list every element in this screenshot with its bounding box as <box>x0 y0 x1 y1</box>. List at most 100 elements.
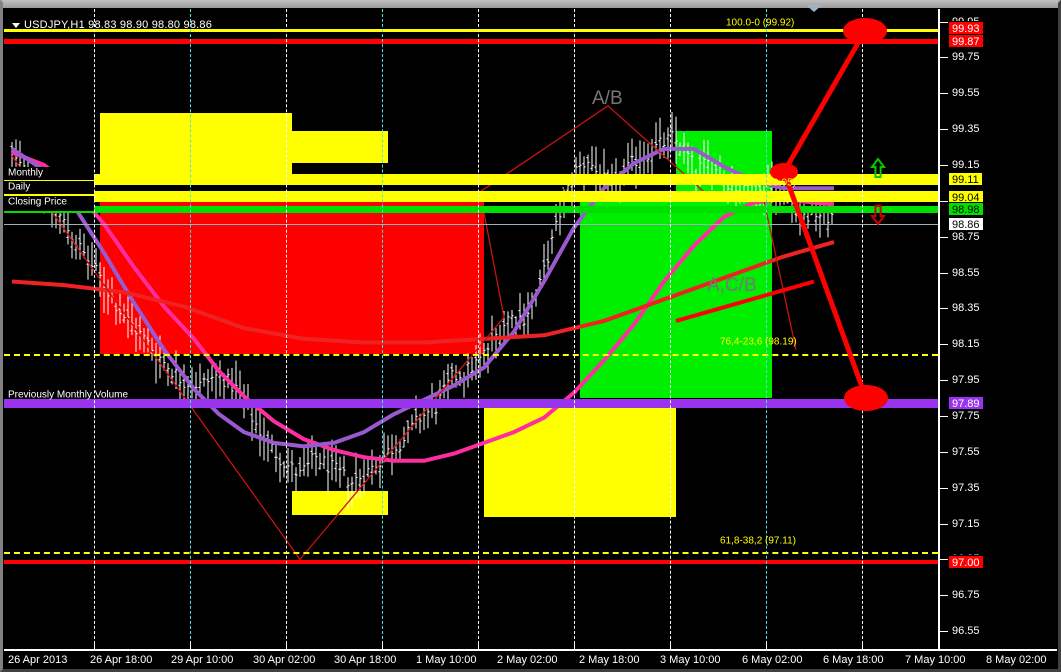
resistance-99.92[interactable] <box>4 28 938 32</box>
price-axis[interactable]: 99.9599.7599.5599.3599.1598.9598.7598.55… <box>938 9 1057 649</box>
price-tick-label: 98.15 <box>952 338 980 350</box>
level-label-plate <box>4 196 94 211</box>
day-separator <box>190 9 191 649</box>
price-tick <box>940 344 948 345</box>
level-99.05[interactable] <box>4 190 938 202</box>
time-tick <box>478 641 479 649</box>
price-tick-label: 99.55 <box>952 87 980 99</box>
price-badge: 98.98 <box>948 202 984 216</box>
buy-arrow[interactable] <box>870 157 886 178</box>
price-tick-label: 99.15 <box>952 159 980 171</box>
chart-plot-area[interactable]: Monthly Daily Closing Price Previously Mont… <box>4 9 938 649</box>
day-separator <box>382 9 383 649</box>
ac-b-trendline[interactable] <box>675 279 815 323</box>
time-tick-label: 2 May 02:00 <box>497 654 558 666</box>
time-tick-label: 3 May 10:00 <box>660 654 721 666</box>
time-tick <box>94 641 95 649</box>
bid-98.86[interactable] <box>4 223 938 225</box>
pattern-annotation: A/B <box>592 88 623 109</box>
monthly-volume-97.89[interactable] <box>4 398 938 408</box>
day-separator <box>862 9 863 649</box>
price-tick <box>940 631 948 632</box>
price-tick <box>940 380 948 381</box>
price-tick-label: 97.75 <box>952 410 980 422</box>
candlesticks <box>10 111 834 511</box>
price-tick <box>940 416 948 417</box>
price-tick <box>940 93 948 94</box>
price-tick <box>940 57 948 58</box>
price-badge: 98.86 <box>948 217 984 231</box>
chevron-down-icon[interactable] <box>12 22 20 28</box>
resistance-99.87[interactable] <box>4 38 938 44</box>
annotations-layer: Monthly Daily Closing Price Previously Mont… <box>4 9 938 649</box>
price-tick <box>940 559 948 560</box>
price-badge: 97.89 <box>948 396 984 410</box>
price-tick <box>940 524 948 525</box>
pattern-annotation: A,C/B <box>707 275 757 296</box>
projection-node-marker[interactable] <box>844 385 888 411</box>
time-tick <box>670 641 671 649</box>
day-separator <box>766 9 767 649</box>
day-separator <box>670 9 671 649</box>
time-tick-label: 30 Apr 02:00 <box>253 654 316 666</box>
time-tick <box>766 641 767 649</box>
time-tick-label: 7 May 10:00 <box>905 654 966 666</box>
vertical-gridlines-layer <box>4 9 938 649</box>
fib-98.19[interactable] <box>4 354 938 356</box>
time-axis[interactable]: 26 Apr 2013 26 Apr 18:00 29 Apr 10:00 30 Ap… <box>4 649 1057 670</box>
fib-97.11[interactable] <box>4 552 938 554</box>
price-tick-label: 97.95 <box>952 374 980 386</box>
time-tick <box>286 641 287 649</box>
day-separator <box>286 9 287 649</box>
price-tick-label: 97.55 <box>952 446 980 458</box>
resistance-99.11[interactable] <box>4 173 938 185</box>
indicator-label: Daily <box>8 181 31 193</box>
time-tick-label: 26 Apr 2013 <box>8 654 68 666</box>
sell-arrow[interactable] <box>870 205 886 226</box>
time-tick <box>862 641 863 649</box>
indicator-label: Monthly <box>8 167 44 179</box>
price-tick-label: 97.35 <box>952 482 980 494</box>
price-badge: 97.00 <box>948 555 984 569</box>
price-tick-label: 99.35 <box>952 123 980 135</box>
price-tick-label: 99.75 <box>952 51 980 63</box>
price-tick <box>940 308 948 309</box>
indicator-label: Previously Monthly Volume <box>8 389 129 401</box>
price-tick <box>940 595 948 596</box>
time-tick-label: 6 May 02:00 <box>742 654 803 666</box>
price-tick-label: 98.75 <box>952 231 980 243</box>
projection-node-marker[interactable] <box>770 163 798 181</box>
price-badge: 99.11 <box>948 172 983 186</box>
price-tick-label: 98.35 <box>952 302 980 314</box>
ma-red <box>11 240 835 345</box>
support-97.00[interactable] <box>4 560 938 564</box>
day-separator <box>94 9 95 649</box>
price-tick-label: 96.75 <box>952 589 980 601</box>
red-zone-bearish <box>100 194 484 354</box>
fib-level-label: 100.0-0 (99.92) <box>726 17 795 29</box>
time-tick-label: 6 May 18:00 <box>823 654 884 666</box>
price-tick-label: 96.55 <box>952 625 980 637</box>
closing-price-98.98[interactable] <box>4 205 938 213</box>
drawing-objects-layer[interactable] <box>4 9 938 649</box>
day-separator <box>478 9 479 649</box>
time-tick-label: 2 May 18:00 <box>579 654 640 666</box>
price-badge: 99.93 <box>948 21 984 35</box>
fib-level-label: 61,8-38,2 (97.11) <box>720 535 796 547</box>
level-label-plate <box>4 181 94 194</box>
price-tick <box>940 165 948 166</box>
window-title-bar[interactable] <box>3 0 1058 8</box>
time-tick <box>382 641 383 649</box>
time-tick-label: 30 Apr 18:00 <box>334 654 397 666</box>
projection-node-marker[interactable] <box>843 18 887 44</box>
ma-magenta <box>11 150 835 463</box>
price-tick <box>940 452 948 453</box>
price-tick <box>940 273 948 274</box>
time-tick-label: 8 May 02:00 <box>986 654 1047 666</box>
price-tick-label: 98.55 <box>952 267 980 279</box>
chevron-down-icon-titlebar[interactable] <box>806 5 822 12</box>
time-axis-ticks <box>4 641 938 649</box>
price-badge: 99.87 <box>948 34 984 48</box>
day-separator <box>574 9 575 649</box>
